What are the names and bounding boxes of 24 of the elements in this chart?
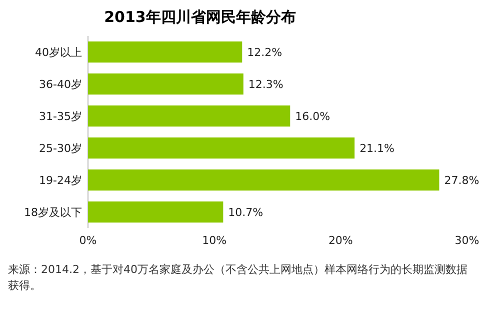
y-tick-label: 40岁以上 — [35, 46, 82, 59]
y-tick-label: 31-35岁 — [39, 110, 82, 123]
bar — [88, 73, 244, 95]
bar — [88, 169, 440, 191]
data-label: 21.1% — [360, 142, 395, 155]
y-tick-label: 19-24岁 — [39, 174, 82, 187]
x-tick-label: 0% — [79, 234, 97, 247]
x-tick-label: 20% — [328, 234, 353, 247]
data-label: 27.8% — [444, 174, 480, 187]
data-label: 10.7% — [228, 206, 264, 219]
bar — [88, 137, 355, 159]
data-label: 16.0% — [295, 110, 330, 123]
chart-title: 2013年四川省网民年龄分布 — [104, 8, 296, 26]
x-tick-label: 30% — [454, 234, 480, 247]
bar — [88, 41, 242, 63]
bar — [88, 201, 224, 223]
x-tick-label: 10% — [202, 234, 227, 247]
data-label: 12.3% — [248, 78, 284, 91]
y-tick-label: 18岁及以下 — [24, 206, 82, 219]
y-tick-label: 25-30岁 — [39, 142, 82, 155]
source-note: 来源：2014.2，基于对40万名家庭及办公（不含公共上网地点）样本网络行为的长期监测数据获得。 — [8, 262, 468, 294]
y-tick-label: 36-40岁 — [39, 78, 82, 91]
data-label: 12.2% — [247, 46, 282, 59]
bar — [88, 105, 290, 127]
